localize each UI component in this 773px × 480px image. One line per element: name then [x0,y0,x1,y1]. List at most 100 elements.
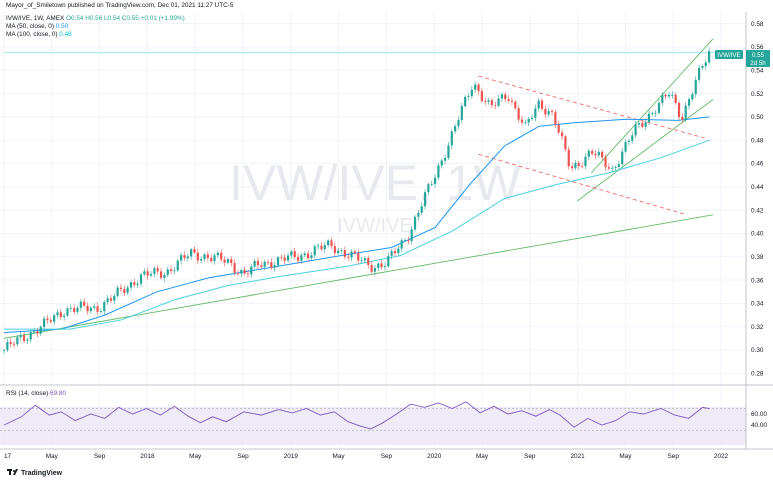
candle-body [607,167,610,169]
tradingview-logo[interactable]: TradingView [7,468,62,477]
candle-body [674,94,677,103]
candle-body [16,337,19,345]
candle-body [524,122,527,124]
candle-body [69,307,72,309]
candle-body [550,111,554,113]
candle-body [584,156,587,167]
time-tick-label: Sep [668,453,680,460]
rsi-value: 69.80 [50,390,67,397]
candle-body [323,245,326,250]
candle-body [343,250,346,257]
candle-body [66,308,69,316]
candle-body [300,255,303,261]
price-tick-label: 0.32 [751,324,764,331]
price-tick-label: 0.48 [751,137,764,144]
price-tick-label: 0.50 [751,114,764,121]
candle-body [243,269,246,274]
candle-body [681,117,684,120]
candle-body [183,255,186,259]
candle-body [46,318,49,321]
time-tick-label: Sep [381,453,393,460]
candle-body [651,113,654,114]
candle-body [537,100,540,109]
trendline [3,214,714,339]
candle-body [200,259,203,261]
price-tick-label: 0.42 [751,207,764,214]
candle-body [306,253,310,259]
candle-body [310,255,313,259]
candle-body [667,94,671,97]
trendline [577,99,714,202]
candle-body [377,263,380,268]
candle-body [256,260,260,266]
candle-body [494,105,497,106]
candle-body [216,252,219,256]
candle-body [236,272,240,274]
candle-body [664,94,667,97]
candle-body [587,150,590,157]
tradingview-icon [7,469,18,475]
price-tick-label: 0.44 [751,184,764,191]
moving-averages [3,116,710,333]
ma100-label: MA (100, close, 0) [6,31,58,38]
candle-body [631,135,634,141]
candle-body [146,271,149,276]
candle-body [687,99,691,106]
candle-body [253,260,256,267]
candle-body [644,122,647,127]
candle-body [544,108,547,115]
candle-body [347,256,350,258]
rsi-legend[interactable]: RSI (14, close) 69.80 [6,390,66,398]
candle-body [591,150,594,154]
candle-body [527,118,530,123]
watermark-big: IVW/IVE, 1W [229,155,522,211]
candle-body [39,326,42,334]
candle-body [477,84,480,92]
candle-body [601,151,604,158]
ma100-legend[interactable]: MA (100, close, 0) 0.48 [6,31,72,39]
price-tick-label: 0.36 [751,277,764,284]
candle-body [437,165,440,178]
candle-body [22,335,26,341]
candle-body [213,255,216,262]
rsi-pane [0,401,746,431]
candle-body [517,108,520,120]
publisher-line: Mayor_of_Smiletown published on TradingV… [6,2,234,9]
watermark-small: IVW/IVE [337,215,413,237]
candle-body [86,305,89,312]
candle-body [363,258,367,261]
candle-body [497,98,500,106]
symbol-label[interactable]: IVW/IVE, 1W, AMEX [6,15,65,22]
ma50-legend[interactable]: MA (50, close, 0) 0.50 [6,23,68,31]
candle-body [126,287,129,293]
candle-body [53,315,56,322]
candle-body [684,105,687,120]
candle-body [510,100,514,102]
candle-body [2,350,6,351]
candle-body [504,94,507,100]
candle-body [93,306,96,308]
candle-body [581,166,584,167]
time-tick-label: May [189,453,202,460]
candle-body [260,265,263,267]
candle-body [611,167,614,169]
candle-body [203,254,206,260]
price-tick-label: 0.56 [751,44,764,51]
candle-body [417,212,420,217]
candle-body [317,245,320,247]
candle-body [654,112,657,114]
time-tick-label: Sep [524,453,536,460]
candle-body [26,339,29,341]
candle-body [83,301,86,306]
candle-body [464,96,467,107]
time-tick-label: May [619,453,632,460]
candle-body [574,162,577,169]
candle-body [484,101,487,102]
candle-body [210,258,213,262]
candle-body [136,283,139,285]
brand-name: TradingView [21,470,63,477]
candle-body [109,298,113,301]
trendline [591,38,714,174]
candle-body [647,113,651,123]
candle-body [691,94,694,100]
